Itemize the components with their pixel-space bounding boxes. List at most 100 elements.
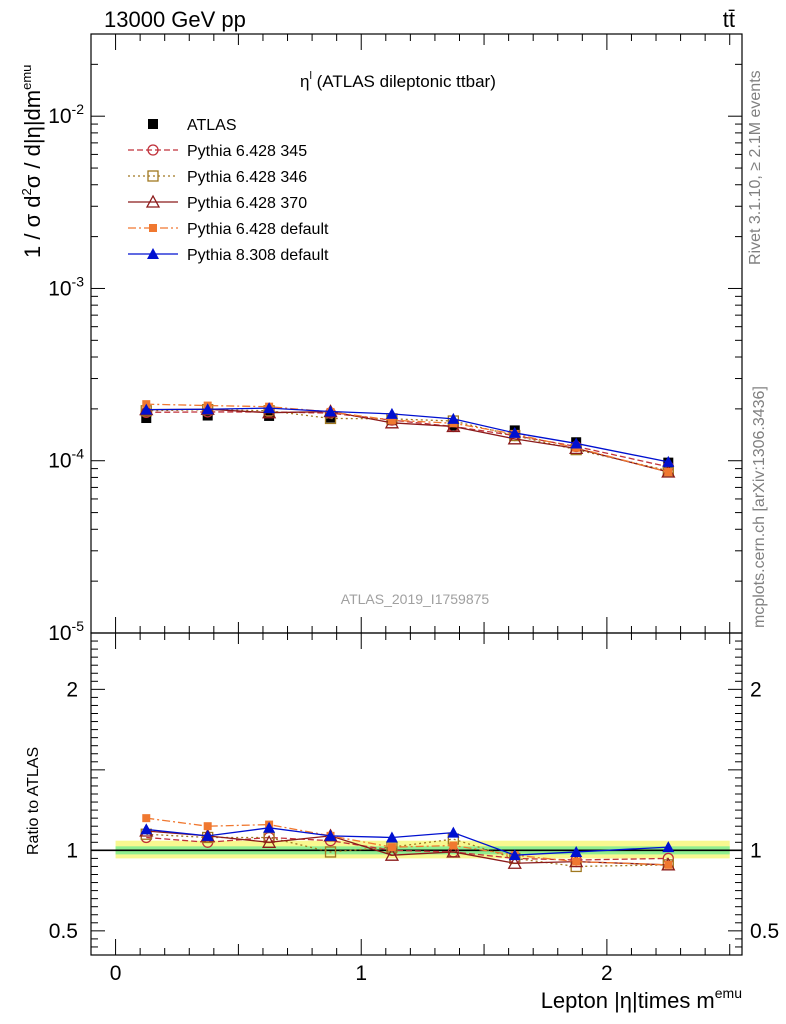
legend-label-3: Pythia 6.428 370 — [187, 195, 307, 212]
legend-label-1: Pythia 6.428 345 — [187, 143, 307, 160]
ratio-point-4-7 — [570, 845, 583, 857]
ratio-point-2-2 — [262, 834, 277, 848]
ylabel-part1: 1 / σ d — [20, 196, 45, 259]
legend-marker-1 — [147, 144, 159, 156]
legend-marker-2 — [147, 170, 159, 182]
x-tick-label-0: 0 — [110, 962, 122, 985]
ratio-point-3-8 — [664, 860, 673, 869]
ratio-y-tick-label-right-0: 0.5 — [750, 920, 779, 943]
legend-entry-2: Pythia 6.428 346 — [128, 169, 307, 186]
main-point-5-2 — [263, 402, 276, 414]
ratio-point-2-5 — [446, 844, 461, 858]
main-y-tick-label-base-3: 10 — [48, 105, 71, 128]
ratio-series-line-3 — [146, 817, 669, 866]
legend-entry-0: ATLAS — [148, 117, 237, 134]
legend-marker-0 — [148, 119, 158, 129]
ratio-y-tick-label-right-2: 2 — [750, 678, 762, 701]
main-y-tick-label-exp-2: -3 — [72, 273, 85, 289]
main-y-tick-label-base-1: 10 — [48, 450, 71, 473]
x-axis-label: Lepton |η|times memu — [541, 985, 742, 1013]
watermark: ATLAS_2019_I1759875 — [341, 591, 490, 607]
ratio-panel — [139, 814, 676, 873]
ratio-point-4-3 — [324, 829, 337, 841]
main-title: ηl (ATLAS dileptonic ttbar) — [300, 70, 496, 91]
ratio-uncertainty-bands — [91, 840, 742, 859]
ylabel-sup2: 2 — [19, 188, 34, 195]
ratio-point-2-6 — [507, 855, 522, 869]
title-text: (ATLAS dileptonic ttbar) — [312, 72, 496, 91]
legend-entry-5: Pythia 8.308 default — [128, 247, 329, 264]
main-y-tick-label-exp-1: -4 — [72, 446, 85, 462]
main-point-5-5 — [447, 412, 460, 424]
ratio-point-3-1 — [203, 822, 212, 831]
ratio-y-tick-label-left-1: 1 — [66, 839, 78, 862]
legend: ATLAS Pythia 6.428 345 Pythia 6.428 346 Pyt… — [128, 117, 329, 264]
xlabel-sup: emu — [715, 985, 742, 1001]
ratio-point-3-7 — [572, 857, 581, 866]
main-y-tick-label-3: 10-2 — [48, 101, 84, 128]
ylabel-sup-emu: emu — [19, 65, 34, 90]
main-point-5-6 — [508, 426, 521, 438]
rivet-label: Rivet 3.1.10, ≥ 2.1M events — [747, 70, 764, 265]
ratio-y-tick-label-left-2: 2 — [66, 678, 78, 701]
legend-label-4: Pythia 6.428 default — [187, 221, 329, 238]
main-point-5-0 — [140, 403, 153, 415]
ratio-point-3-5 — [449, 841, 458, 850]
main-y-tick-label-exp-0: -5 — [72, 618, 85, 634]
ratio-point-4-5 — [447, 826, 460, 838]
main-point-5-3 — [324, 405, 337, 417]
ratio-point-2-4 — [384, 847, 400, 861]
energy-label: 13000 GeV pp — [104, 7, 246, 32]
main-point-5-1 — [201, 403, 214, 415]
ratio-series-4 — [140, 821, 675, 861]
legend-entry-4: Pythia 6.428 default — [128, 221, 329, 238]
ratio-y-axis-label: Ratio to ATLAS — [25, 747, 42, 855]
main-point-4-8 — [664, 468, 673, 477]
legend-label-5: Pythia 8.308 default — [187, 247, 329, 264]
legend-entry-3: Pythia 6.428 370 — [128, 194, 307, 212]
ratio-y-tick-label-right-1: 1 — [750, 839, 762, 862]
main-point-4-4 — [387, 416, 396, 425]
legend-label-0: ATLAS — [187, 117, 237, 134]
ratio-y-tick-label-left-0: 0.5 — [49, 920, 78, 943]
mcplots-label: mcplots.cern.ch [arXiv:1306.3436] — [751, 386, 768, 628]
title-eta-sup: l — [309, 70, 311, 82]
ratio-point-4-1 — [201, 829, 214, 841]
legend-entry-1: Pythia 6.428 345 — [128, 143, 307, 160]
ratio-series-line-2 — [146, 830, 669, 866]
xlabel-main: Lepton |η|times m — [541, 988, 715, 1013]
main-point-3-6 — [507, 431, 522, 445]
ratio-point-1-3 — [324, 846, 337, 858]
ratio-point-4-6 — [508, 849, 521, 861]
main-point-0-0 — [141, 413, 152, 424]
legend-marker-5 — [147, 248, 159, 259]
main-y-tick-label-1: 10-4 — [48, 446, 84, 473]
main-y-tick-label-base-2: 10 — [48, 277, 71, 300]
ratio-point-3-4 — [387, 843, 396, 852]
ratio-point-3-0 — [142, 814, 151, 823]
main-y-tick-label-exp-3: -2 — [72, 101, 85, 117]
ratio-point-4-0 — [140, 823, 153, 835]
main-y-axis-label: 1 / σ d2σ / d|η|dmemu — [19, 65, 45, 258]
process-label: tt̄ — [723, 7, 735, 32]
ylabel-part2: σ / d|η|dm — [20, 90, 45, 188]
main-y-tick-label-base-0: 10 — [48, 622, 71, 645]
ratio-point-4-8 — [662, 841, 675, 853]
main-series-5 — [140, 402, 675, 467]
ratio-point-4-2 — [263, 821, 276, 833]
title-eta: η — [300, 72, 309, 91]
main-point-5-7 — [570, 437, 583, 449]
main-y-tick-label-2: 10-3 — [48, 273, 84, 300]
legend-marker-3 — [145, 194, 161, 208]
axes: 10-510-410-310-20.5 0.51 12 20 1 2 — [48, 33, 779, 985]
legend-marker-4 — [149, 224, 157, 232]
main-panel — [139, 400, 676, 478]
main-y-tick-label-0: 10-5 — [48, 618, 84, 645]
x-tick-label-1: 1 — [355, 962, 367, 985]
x-tick-label-2: 2 — [601, 962, 613, 985]
main-point-0-1 — [202, 410, 213, 421]
main-point-5-8 — [662, 455, 675, 467]
legend-label-2: Pythia 6.428 346 — [187, 169, 307, 186]
main-point-5-4 — [385, 407, 398, 419]
